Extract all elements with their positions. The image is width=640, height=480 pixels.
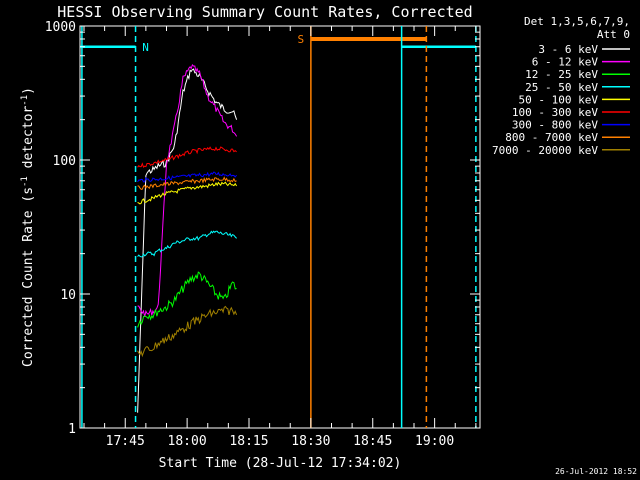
flag-label-S: S xyxy=(298,33,305,46)
x-tick-label: 18:15 xyxy=(229,434,268,449)
instrument-markers xyxy=(81,26,477,428)
legend-label: 6 - 12 keV xyxy=(532,56,599,69)
series-line xyxy=(137,181,238,205)
chart-title: HESSI Observing Summary Count Rates, Cor… xyxy=(57,3,472,21)
x-tick-label: 18:30 xyxy=(291,434,330,449)
x-tick-label: 19:00 xyxy=(415,434,454,449)
legend-label: 100 - 300 keV xyxy=(512,106,598,119)
y-tick-label: 1 xyxy=(68,422,76,437)
flag-bars: NS xyxy=(80,33,476,54)
y-tick-label: 1000 xyxy=(45,20,76,35)
legend-label: 25 - 50 keV xyxy=(525,81,598,94)
legend-label: 12 - 25 keV xyxy=(525,68,598,81)
legend-label: 50 - 100 keV xyxy=(519,93,599,106)
y-axis-label: Corrected Count Rate (s-1 detector-1) xyxy=(20,87,36,367)
x-tick-label: 18:00 xyxy=(168,434,207,449)
series-line xyxy=(137,63,238,317)
flag-label-N: N xyxy=(142,41,149,54)
plot-frame xyxy=(79,25,481,429)
y-label-sup1: -1 xyxy=(20,176,30,187)
legend-header-2: Att 0 xyxy=(597,28,630,41)
y-tick-label: 10 xyxy=(60,288,76,303)
y-tick-label: 100 xyxy=(53,154,76,169)
series-layer xyxy=(137,63,238,413)
y-label-end: ) xyxy=(21,87,36,95)
legend-header-1: Det 1,3,5,6,7,9, xyxy=(524,15,630,28)
x-axis-label: Start Time (28-Jul-12 17:34:02) xyxy=(159,456,402,471)
y-label-mid: detector xyxy=(21,106,36,177)
series-line xyxy=(137,271,237,328)
y-label-main: Corrected Count Rate (s xyxy=(21,187,36,367)
series-line xyxy=(137,305,238,358)
x-tick-label: 17:45 xyxy=(106,434,145,449)
y-label-sup2: -1 xyxy=(20,95,30,106)
y-axis: 1 10 100 1000 xyxy=(45,20,480,437)
legend-label: 7000 - 20000 keV xyxy=(492,144,598,157)
legend-label: 300 - 800 keV xyxy=(512,119,598,132)
series-line xyxy=(137,230,237,258)
series-line xyxy=(137,176,237,190)
series-line xyxy=(137,171,237,183)
footer-timestamp: 26-Jul-2012 18:52 xyxy=(555,467,637,476)
series-line xyxy=(137,146,237,168)
legend-label: 3 - 6 keV xyxy=(538,43,598,56)
x-tick-label: 18:45 xyxy=(353,434,392,449)
series-line xyxy=(137,68,238,413)
legend-label: 800 - 7000 keV xyxy=(505,131,598,144)
x-axis: 17:45 18:00 18:15 18:30 18:45 19:00 xyxy=(83,26,477,449)
